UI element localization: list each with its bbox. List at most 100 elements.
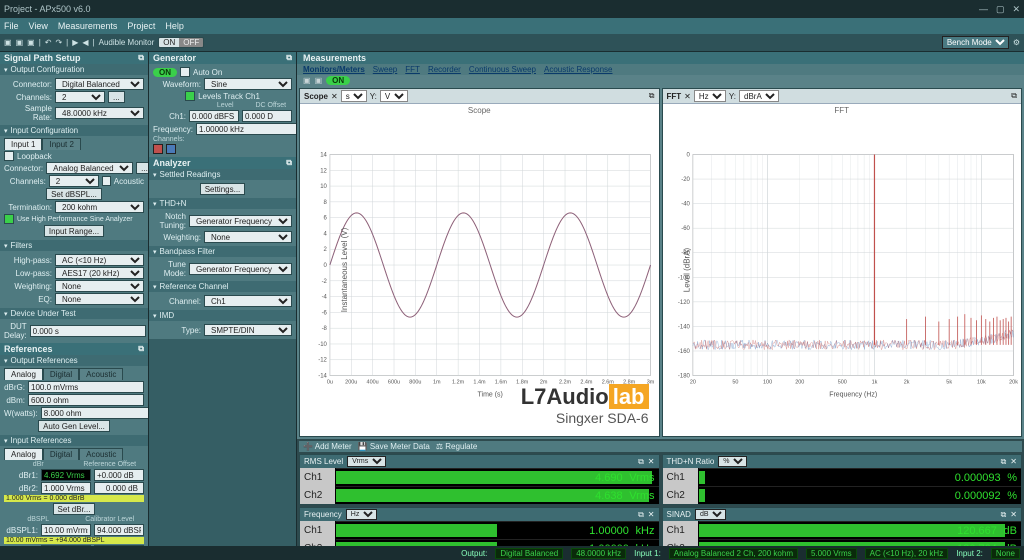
fft-y-icon[interactable]: Y: — [729, 92, 736, 101]
expand-icon[interactable]: ⧉ — [1001, 510, 1007, 520]
lowpass-select[interactable]: AES17 (20 kHz) — [55, 267, 144, 279]
expand-icon[interactable]: ⧉ — [638, 457, 644, 467]
fft-x-unit[interactable]: Hz — [694, 90, 726, 102]
maximize-icon[interactable]: ▢ — [996, 4, 1005, 15]
connector-out-select[interactable]: Digital Balanced — [55, 78, 144, 90]
close-icon[interactable]: ✕ — [648, 510, 655, 519]
redo-icon[interactable]: ↷ — [55, 38, 62, 47]
refs-acoustic-tab[interactable]: Acoustic — [79, 368, 123, 380]
tab-fft[interactable]: FFT — [405, 65, 420, 74]
menu-project[interactable]: Project — [127, 21, 155, 31]
tab-contsweep[interactable]: Continuous Sweep — [469, 65, 536, 74]
output-refs-header[interactable]: Output References — [0, 355, 148, 366]
expand-icon[interactable]: ⧉ — [1001, 457, 1007, 467]
ch1-level-input[interactable] — [189, 110, 239, 122]
expand-icon[interactable]: ⧉ — [1011, 91, 1017, 101]
sample-rate-select[interactable]: 48.0000 kHz — [55, 107, 144, 119]
settings-button[interactable]: Settings... — [200, 183, 246, 195]
expand-icon[interactable]: ⧉ — [638, 510, 644, 520]
menu-file[interactable]: File — [4, 21, 19, 31]
waveform-select[interactable]: Sine — [204, 78, 292, 90]
channels-out-select[interactable]: 2 — [55, 91, 105, 103]
rms-unit-select[interactable]: Vrms — [347, 456, 386, 467]
freq-input[interactable] — [196, 123, 296, 135]
menu-view[interactable]: View — [29, 21, 48, 31]
tab-acoustic[interactable]: Acoustic Response — [544, 65, 612, 74]
toolbar-icon[interactable]: ▣ — [315, 76, 323, 85]
channels-cfg-button[interactable]: ... — [108, 91, 125, 103]
ch-color-2[interactable] — [166, 144, 176, 154]
dut-delay-input[interactable] — [30, 325, 146, 337]
fft-x-icon[interactable]: ✕ — [684, 92, 691, 101]
close-icon[interactable]: ✕ — [648, 457, 655, 466]
watts-input[interactable] — [41, 407, 148, 419]
set-dbr-button[interactable]: Set dBr... — [53, 503, 96, 515]
termination-select[interactable]: 200 kohm — [55, 201, 144, 213]
toolbar-icon[interactable]: ◀ — [82, 38, 88, 47]
weighting-select[interactable]: None — [55, 280, 144, 292]
toolbar-icon[interactable]: ▣ — [16, 38, 24, 47]
tune-select[interactable]: Generator Frequency — [189, 263, 292, 275]
acoustic-checkbox[interactable] — [102, 176, 111, 186]
menu-help[interactable]: Help — [165, 21, 184, 31]
filters-header[interactable]: Filters — [0, 240, 148, 251]
toolbar-icon[interactable]: ▣ — [303, 76, 311, 85]
az-weighting-select[interactable]: None — [204, 231, 292, 243]
levels-track-checkbox[interactable] — [185, 91, 195, 101]
eq-select[interactable]: None — [55, 293, 144, 305]
regulate-button[interactable]: ⚖ Regulate — [436, 442, 477, 451]
bandpass-header[interactable]: Bandpass Filter — [149, 246, 296, 257]
irefs-acoustic-tab[interactable]: Acoustic — [79, 448, 123, 460]
dbrg-input[interactable] — [28, 381, 144, 393]
menu-measurements[interactable]: Measurements — [58, 21, 118, 31]
mode-select[interactable]: Bench Mode — [942, 36, 1009, 49]
loopback-checkbox[interactable] — [4, 151, 14, 161]
notch-select[interactable]: Generator Frequency — [189, 215, 292, 227]
tab-sweep[interactable]: Sweep — [373, 65, 397, 74]
dbr2-off-input[interactable] — [94, 482, 144, 494]
toolbar-icon[interactable]: ▣ — [4, 38, 12, 47]
toolbar-icon[interactable]: ▣ — [27, 38, 35, 47]
measurements-on-toggle[interactable]: ON — [326, 76, 350, 85]
settled-header[interactable]: Settled Readings — [149, 169, 296, 180]
input-refs-header[interactable]: Input References — [0, 435, 148, 446]
signal-path-setup-header[interactable]: Signal Path Setup⧉ — [0, 52, 148, 64]
connector-cfg-button[interactable]: ... — [136, 162, 148, 174]
expand-icon[interactable]: ⧉ — [649, 91, 655, 101]
analyzer-header[interactable]: Analyzer⧉ — [149, 157, 296, 169]
auto-on-checkbox[interactable] — [180, 67, 190, 77]
add-meter-button[interactable]: ➕ Add Meter — [303, 442, 352, 451]
dbr1-off-input[interactable] — [94, 469, 144, 481]
highpass-select[interactable]: AC (<10 Hz) — [55, 254, 144, 266]
fft-y-unit[interactable]: dBrA — [739, 90, 779, 102]
input2-tab[interactable]: Input 2 — [42, 138, 80, 150]
scope-x-icon[interactable]: ✕ — [331, 92, 338, 101]
irefs-digital-tab[interactable]: Digital — [43, 448, 79, 460]
close-icon[interactable]: ✕ — [1012, 4, 1020, 15]
generator-on-toggle[interactable]: ON — [153, 68, 177, 77]
thdn-header[interactable]: THD+N — [149, 198, 296, 209]
toolbar-icon[interactable]: ▶ — [72, 38, 78, 47]
scope-y-unit[interactable]: V — [380, 90, 408, 102]
sinad-unit-select[interactable]: dB — [695, 509, 726, 520]
generator-header[interactable]: Generator⧉ — [149, 52, 296, 64]
set-dbspl-button[interactable]: Set dBSPL... — [46, 188, 102, 200]
connector-in-select[interactable]: Analog Balanced — [46, 162, 133, 174]
irefs-analog-tab[interactable]: Analog — [4, 448, 43, 460]
references-header[interactable]: References⧉ — [0, 343, 148, 355]
minimize-icon[interactable]: — — [979, 4, 988, 15]
dbr1-input[interactable] — [41, 469, 91, 481]
cal1-input[interactable] — [94, 524, 144, 536]
refchan-header[interactable]: Reference Channel — [149, 281, 296, 292]
ch1-dc-input[interactable] — [242, 110, 292, 122]
scope-x-unit[interactable]: s — [341, 90, 367, 102]
auto-gen-button[interactable]: Auto Gen Level... — [38, 420, 110, 432]
imd-header[interactable]: IMD — [149, 310, 296, 321]
audible-monitor-toggle[interactable]: ONOFF — [158, 37, 204, 48]
refs-digital-tab[interactable]: Digital — [43, 368, 79, 380]
channels-in-select[interactable]: 2 — [49, 175, 99, 187]
save-meter-button[interactable]: 💾 Save Meter Data — [358, 442, 430, 451]
dbspl1-input[interactable] — [41, 524, 91, 536]
freq-unit-select[interactable]: Hz — [346, 509, 377, 520]
undo-icon[interactable]: ↶ — [45, 38, 52, 47]
